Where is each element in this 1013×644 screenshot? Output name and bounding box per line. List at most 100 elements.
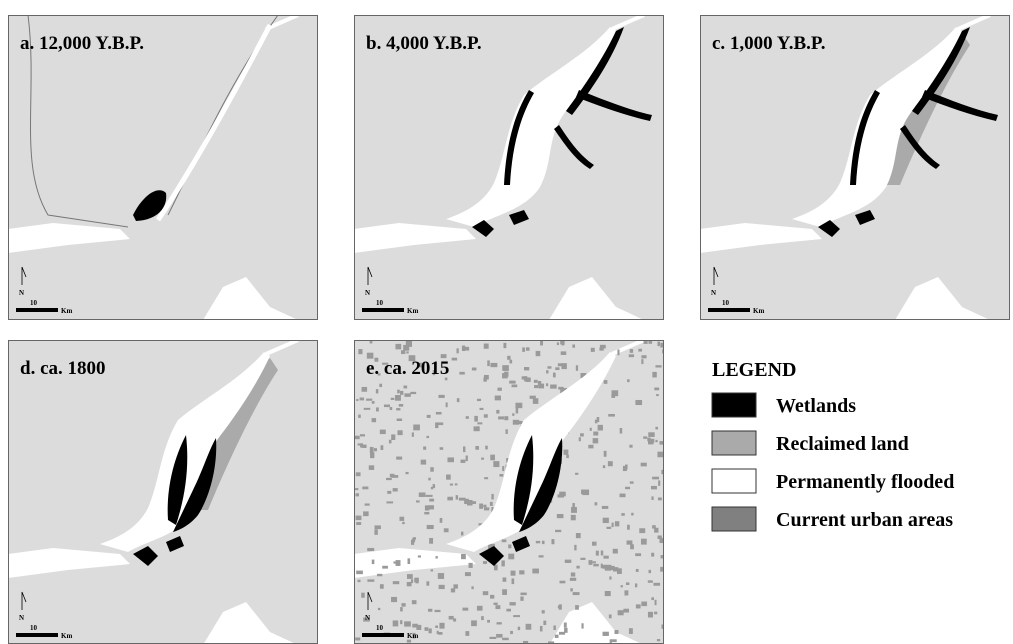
- urban-speckle: [471, 586, 473, 589]
- urban-speckle: [613, 567, 618, 571]
- urban-speckle: [481, 458, 484, 460]
- urban-speckle: [416, 500, 420, 502]
- urban-speckle: [474, 426, 480, 431]
- urban-speckle: [511, 572, 514, 575]
- urban-speckle: [653, 583, 660, 586]
- urban-speckle: [627, 540, 633, 544]
- urban-speckle: [487, 620, 490, 623]
- urban-speckle: [467, 500, 473, 505]
- urban-speckle: [496, 410, 499, 414]
- urban-speckle: [512, 385, 518, 388]
- urban-speckle: [372, 560, 375, 565]
- urban-speckle: [459, 372, 464, 375]
- urban-speckle: [410, 341, 412, 346]
- legend-label: Current urban areas: [776, 509, 953, 531]
- urban-speckle: [446, 475, 451, 480]
- urban-speckle: [533, 398, 539, 404]
- urban-speckle: [419, 492, 426, 497]
- panel-title: b. 4,000 Y.B.P.: [366, 33, 482, 54]
- urban-speckle: [477, 422, 482, 424]
- urban-speckle: [424, 512, 429, 514]
- urban-speckle: [641, 463, 647, 467]
- legend-label: Reclaimed land: [776, 433, 909, 455]
- urban-speckle: [438, 632, 442, 635]
- urban-speckle: [643, 436, 647, 438]
- urban-speckle: [536, 351, 541, 356]
- urban-speckle: [538, 381, 541, 385]
- urban-speckle: [360, 398, 364, 401]
- urban-speckle: [406, 472, 409, 474]
- urban-speckle: [435, 626, 438, 628]
- urban-speckle: [372, 418, 376, 422]
- urban-speckle: [565, 560, 572, 563]
- urban-speckle: [655, 427, 658, 430]
- urban-speckle: [593, 432, 598, 436]
- urban-speckle: [412, 600, 417, 604]
- urban-speckle: [489, 637, 496, 639]
- urban-speckle: [484, 477, 488, 479]
- urban-speckle: [376, 407, 379, 411]
- urban-speckle: [526, 624, 532, 630]
- scale-bar: [362, 308, 404, 312]
- urban-speckle: [658, 535, 662, 538]
- urban-speckle: [456, 348, 458, 353]
- urban-speckle: [508, 544, 511, 548]
- urban-speckle: [658, 497, 662, 500]
- urban-speckle: [490, 502, 493, 506]
- urban-speckle: [356, 493, 360, 496]
- urban-speckle: [547, 366, 551, 368]
- urban-speckle: [447, 457, 454, 462]
- urban-speckle: [560, 341, 564, 344]
- urban-speckle: [438, 573, 444, 579]
- urban-speckle: [483, 561, 487, 564]
- urban-speckle: [574, 545, 576, 551]
- urban-speckle: [369, 465, 374, 470]
- urban-speckle: [518, 627, 520, 630]
- urban-speckle: [579, 437, 581, 441]
- urban-speckle: [571, 515, 576, 520]
- urban-speckle: [598, 425, 603, 431]
- urban-speckle: [630, 349, 633, 353]
- urban-speckle: [483, 505, 486, 508]
- map-panel: b. 4,000 Y.B.P.N10Km: [354, 15, 664, 320]
- urban-speckle: [430, 467, 433, 472]
- urban-speckle: [656, 394, 659, 396]
- urban-speckle: [387, 491, 391, 494]
- urban-speckle: [636, 569, 639, 572]
- urban-speckle: [414, 578, 419, 583]
- scale-bar: [16, 633, 58, 637]
- urban-speckle: [614, 630, 618, 634]
- urban-speckle: [534, 385, 538, 388]
- urban-speckle: [620, 494, 626, 498]
- urban-speckle: [364, 408, 371, 410]
- urban-speckle: [524, 376, 527, 381]
- urban-speckle: [555, 530, 561, 532]
- urban-speckle: [370, 341, 373, 344]
- north-label: N: [365, 614, 370, 622]
- panel-title: d. ca. 1800: [20, 358, 106, 379]
- urban-speckle: [421, 460, 426, 465]
- urban-speckle: [592, 542, 596, 546]
- urban-speckle: [648, 341, 652, 344]
- urban-speckle: [502, 373, 508, 378]
- urban-speckle: [596, 551, 599, 556]
- urban-speckle: [440, 518, 443, 523]
- urban-speckle: [546, 370, 548, 373]
- urban-speckle: [516, 408, 519, 413]
- urban-speckle: [379, 384, 382, 387]
- urban-speckle: [453, 618, 456, 621]
- urban-speckle: [374, 448, 377, 451]
- urban-speckle: [652, 477, 659, 480]
- urban-speckle: [508, 554, 514, 560]
- urban-speckle: [412, 624, 418, 628]
- urban-speckle: [435, 610, 441, 612]
- urban-speckle: [483, 378, 486, 382]
- urban-speckle: [408, 558, 411, 564]
- urban-speckle: [412, 539, 415, 543]
- urban-speckle: [426, 581, 429, 585]
- urban-speckle: [461, 460, 466, 463]
- urban-speckle: [639, 528, 645, 533]
- legend-swatch: [712, 393, 756, 417]
- urban-speckle: [651, 597, 654, 600]
- urban-speckle: [407, 574, 413, 579]
